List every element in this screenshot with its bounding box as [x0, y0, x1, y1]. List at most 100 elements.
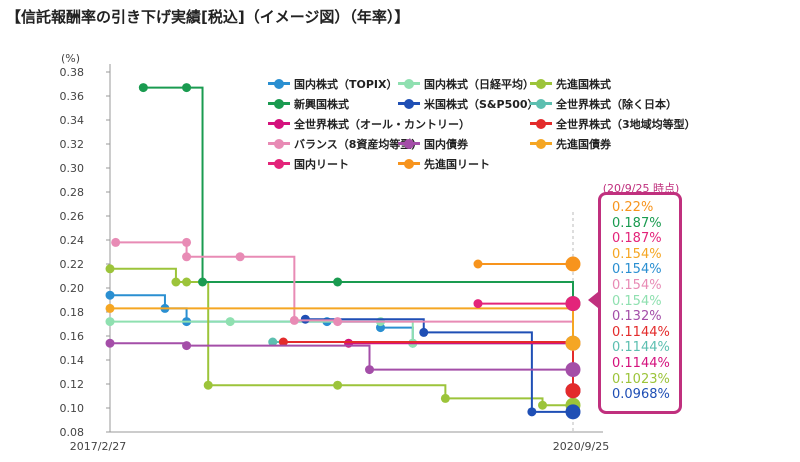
- legend-item: 国内債券: [398, 136, 468, 152]
- series-point: [333, 277, 343, 287]
- legend-item: 先進国株式: [530, 76, 611, 92]
- y-tick-label: 0.34: [60, 114, 85, 127]
- series-point: [198, 277, 208, 287]
- y-axis-label: (%): [61, 52, 80, 65]
- legend-label: 国内株式（日経平均）: [424, 78, 534, 91]
- series-point: [333, 317, 343, 327]
- y-tick-label: 0.24: [60, 234, 85, 247]
- series-8: [278, 337, 581, 399]
- callout-value: 0.187%: [612, 215, 662, 231]
- series-line: [305, 318, 573, 413]
- x-tick-label: 2020/9/25: [553, 440, 609, 453]
- x-tick-label: 2017/2/27: [70, 440, 126, 453]
- series-10: [105, 338, 581, 378]
- series-layer: [105, 83, 581, 420]
- y-tick-label: 0.22: [60, 258, 85, 271]
- legend-item: 国内株式（日経平均）: [398, 76, 534, 92]
- series-point: [300, 314, 310, 324]
- callout-box: [598, 192, 682, 414]
- series-6: [268, 337, 581, 399]
- legend-swatch: [268, 139, 290, 149]
- series-9: [111, 237, 581, 351]
- callout-value: 0.154%: [612, 246, 662, 262]
- series-point: [268, 337, 278, 347]
- y-tick-label: 0.16: [60, 330, 85, 343]
- series-line: [110, 307, 574, 344]
- series-point: [419, 327, 429, 337]
- series-12: [473, 296, 581, 312]
- series-5: [300, 314, 581, 420]
- callout-value: 0.1144%: [612, 324, 670, 340]
- legend-label: 国内債券: [424, 138, 468, 151]
- callout-arrow: [588, 292, 598, 308]
- legend-swatch: [398, 99, 420, 109]
- legend-swatch: [530, 79, 552, 89]
- series-end-point: [565, 383, 581, 399]
- series-3: [105, 264, 581, 413]
- series-end-point: [565, 362, 581, 378]
- legend-label: 先進国株式: [556, 78, 611, 91]
- series-point: [182, 277, 192, 287]
- series-point: [105, 264, 115, 274]
- series-point: [105, 317, 115, 327]
- legend-label: 先進国債券: [556, 138, 611, 151]
- legend-swatch: [268, 99, 290, 109]
- callout-value: 0.154%: [612, 277, 662, 293]
- legend-swatch: [398, 139, 420, 149]
- y-tick-label: 0.10: [60, 402, 85, 415]
- series-7: [344, 338, 581, 399]
- series-point: [138, 83, 148, 93]
- series-point: [182, 237, 192, 247]
- callout-value: 0.1144%: [612, 340, 670, 356]
- series-line: [115, 241, 574, 344]
- series-point: [473, 299, 483, 309]
- legend-swatch: [398, 79, 420, 89]
- callout-value: 0.132%: [612, 309, 662, 325]
- series-point: [527, 407, 537, 417]
- series-point: [225, 317, 235, 327]
- callout-value: 0.0968%: [612, 387, 670, 403]
- legend-item: 全世界株式（3地域均等型）: [530, 116, 696, 132]
- callout-value: 0.1144%: [612, 355, 670, 371]
- series-end-point: [565, 256, 581, 272]
- legend-swatch: [268, 119, 290, 129]
- series-point: [473, 259, 483, 269]
- series-point: [289, 315, 299, 325]
- series-point: [440, 393, 450, 403]
- callout-value: 0.154%: [612, 262, 662, 278]
- callout-value: 0.187%: [612, 231, 662, 247]
- y-tick-label: 0.28: [60, 186, 85, 199]
- legend-swatch: [530, 119, 552, 129]
- series-point: [278, 337, 288, 347]
- y-tick-label: 0.08: [60, 426, 85, 439]
- legend-item: 全世界株式（除く日本）: [530, 96, 677, 112]
- y-tick-label: 0.26: [60, 210, 85, 223]
- legend-label: 国内リート: [294, 158, 349, 171]
- series-point: [171, 277, 181, 287]
- series-end-point: [565, 404, 581, 420]
- callout-value-list: 0.22% 0.187% 0.187% 0.154% 0.154% 0.154% 0.154…: [612, 200, 670, 403]
- legend-label: 全世界株式（オール・カントリー）: [294, 118, 470, 131]
- y-tick-label: 0.32: [60, 138, 85, 151]
- series-point: [538, 400, 548, 410]
- chart-title: 【信託報酬率の引き下げ実績[税込]（イメージ図）（年率）】: [6, 8, 410, 26]
- series-13: [473, 256, 581, 272]
- series-point: [105, 338, 115, 348]
- series-point: [105, 290, 115, 300]
- series-line: [283, 341, 574, 391]
- legend-swatch: [268, 79, 290, 89]
- legend-item: 新興国株式: [268, 96, 349, 112]
- series-line: [348, 342, 574, 391]
- series-point: [182, 83, 192, 93]
- y-tick-label: 0.20: [60, 282, 85, 295]
- series-point: [105, 303, 115, 313]
- legend-item: 国内株式（TOPIX）: [268, 76, 398, 92]
- legend-swatch: [530, 139, 552, 149]
- legend-swatch: [268, 159, 290, 169]
- legend-label: 国内株式（TOPIX）: [294, 78, 398, 91]
- legend-label: バランス（8資産均等型）: [294, 138, 423, 151]
- legend-label: 先進国リート: [424, 158, 490, 171]
- y-tick-label: 0.14: [60, 354, 85, 367]
- series-line: [110, 342, 573, 371]
